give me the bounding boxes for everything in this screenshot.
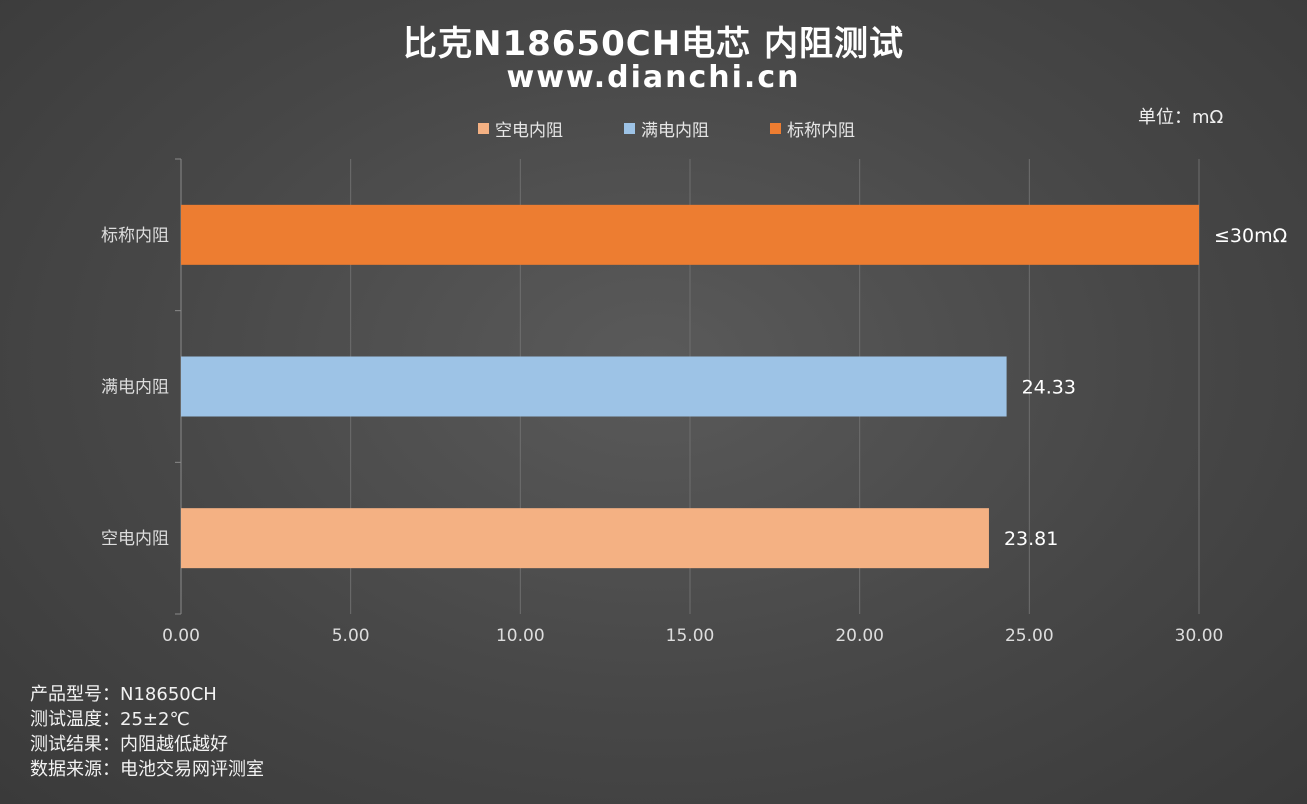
bar-0 [181, 204, 1199, 265]
notes: 产品型号：N18650CH 测试温度：25±2℃ 测试结果：内阻越低越好 数据来… [30, 682, 264, 782]
legend-swatch-nominal [770, 123, 781, 134]
bar-1 [181, 356, 1007, 417]
bar-2 [181, 508, 989, 569]
note-source: 数据来源：电池交易网评测室 [30, 759, 264, 780]
note-model: 产品型号：N18650CH [30, 684, 217, 705]
x-tick-label: 20.00 [835, 626, 884, 646]
y-category-label: 标称内阻 [101, 226, 169, 246]
legend-label-full: 满电内阻 [641, 121, 709, 141]
unit-label: 单位：mΩ [1138, 107, 1224, 128]
x-tick-label: 5.00 [332, 626, 370, 646]
x-tick-label: 30.00 [1175, 626, 1224, 646]
legend-label-nominal: 标称内阻 [787, 121, 855, 141]
legend-item-full: 满电内阻 [624, 116, 709, 141]
note-result: 测试结果：内阻越低越好 [30, 734, 228, 755]
x-tick-label: 15.00 [666, 626, 715, 646]
legend-item-nominal: 标称内阻 [770, 116, 855, 141]
x-tick-label: 10.00 [496, 626, 545, 646]
chart-subtitle: www.dianchi.cn [506, 60, 801, 95]
legend-label-empty: 空电内阻 [495, 121, 563, 141]
legend: 空电内阻 满电内阻 标称内阻 [0, 116, 1307, 141]
note-temperature: 测试温度：25±2℃ [30, 709, 190, 730]
legend-swatch-empty [478, 123, 489, 134]
data-label: 24.33 [1022, 377, 1076, 399]
data-label: 23.81 [1004, 528, 1058, 550]
data-label: ≤30mΩ [1214, 225, 1287, 247]
x-tick-label: 0.00 [162, 626, 200, 646]
chart-title: 比克N18650CH电芯 内阻测试 [403, 24, 904, 64]
y-category-label: 满电内阻 [101, 378, 169, 398]
y-category-label: 空电内阻 [101, 529, 169, 549]
legend-swatch-full [624, 123, 635, 134]
x-tick-label: 25.00 [1005, 626, 1054, 646]
legend-item-empty: 空电内阻 [478, 116, 563, 141]
